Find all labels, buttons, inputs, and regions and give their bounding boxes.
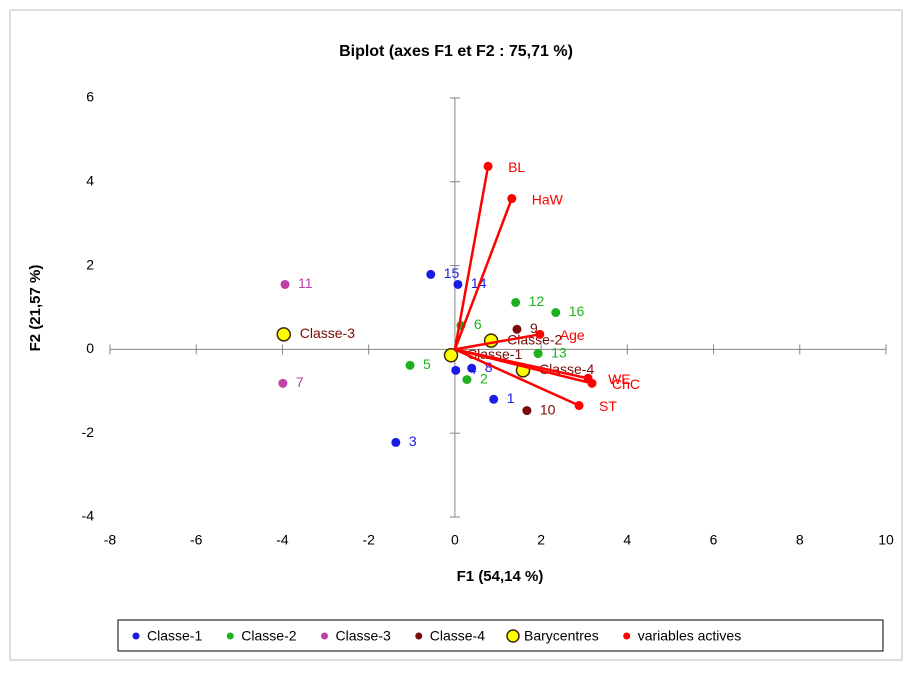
x-tick-label: 0 <box>451 532 459 548</box>
point-label: 7 <box>296 374 304 390</box>
x-tick-label: 6 <box>710 532 718 548</box>
point <box>535 329 545 339</box>
point-label: 12 <box>529 293 545 309</box>
point <box>426 269 436 279</box>
variable-vector <box>454 348 580 407</box>
point <box>522 406 532 416</box>
y-tick-label: -2 <box>82 424 95 440</box>
legend-label: variables actives <box>638 628 742 644</box>
point-label: 16 <box>569 303 585 319</box>
y-tick-label: 0 <box>86 340 94 356</box>
point <box>551 308 561 318</box>
x-tick-label: 8 <box>796 532 804 548</box>
point-label: BL <box>508 159 525 175</box>
variable-vector <box>453 198 513 350</box>
legend-symbol <box>321 632 328 640</box>
point <box>278 378 288 388</box>
y-tick-label: 6 <box>86 89 94 105</box>
x-tick-label: 4 <box>623 532 631 548</box>
point <box>462 375 472 385</box>
point <box>489 394 499 404</box>
legend-symbol <box>132 632 140 640</box>
legend-symbol <box>226 632 234 640</box>
variable-vector <box>454 348 593 385</box>
point-label: Age <box>560 327 585 343</box>
point-label: 15 <box>444 265 460 281</box>
point-label: 10 <box>540 401 556 417</box>
point <box>405 360 415 370</box>
x-tick-label: -2 <box>362 532 375 548</box>
x-tick-label: 10 <box>878 532 894 548</box>
y-axis-title: F2 (21,57 %) <box>27 265 44 352</box>
y-tick-label: 2 <box>86 256 94 272</box>
point-label: ST <box>599 398 617 414</box>
point-label: 13 <box>551 344 567 360</box>
chart-border <box>9 9 903 661</box>
legend-label: Classe-2 <box>241 628 296 644</box>
point-label: WE <box>608 371 631 387</box>
barycentre-point <box>276 327 291 342</box>
legend-label: Classe-4 <box>430 628 485 644</box>
barycentre-point <box>483 333 499 348</box>
legend-symbol <box>506 629 520 643</box>
y-tick-label: -4 <box>82 508 95 524</box>
point <box>483 161 493 171</box>
x-tick-label: 2 <box>537 532 545 548</box>
barycentre-point <box>443 348 459 363</box>
point-label: ChC <box>612 376 640 392</box>
point <box>391 437 401 447</box>
legend-label: Classe-3 <box>336 628 391 644</box>
legend-symbol <box>623 632 631 640</box>
point <box>511 297 521 307</box>
point-label: 5 <box>423 356 431 372</box>
point <box>507 194 517 204</box>
point <box>574 401 584 411</box>
point <box>467 363 477 373</box>
legend-label: Classe-1 <box>147 628 202 644</box>
point <box>453 279 463 289</box>
x-tick-label: -4 <box>276 532 289 548</box>
point-label: 8 <box>485 359 493 375</box>
point-label: Classe-1 <box>467 346 522 362</box>
variable-vector <box>453 166 490 350</box>
point <box>512 324 522 334</box>
chart-title: Biplot (axes F1 et F2 : 75,71 %) <box>339 43 573 60</box>
legend-label: Barycentres <box>524 628 599 644</box>
point-label: HaW <box>532 191 564 207</box>
point-label: 6 <box>474 316 482 332</box>
y-tick-label: 4 <box>86 173 94 189</box>
point-label: Classe-3 <box>300 325 355 341</box>
point-label: 9 <box>530 320 538 336</box>
point-label: 3 <box>409 433 417 449</box>
point <box>533 349 543 359</box>
point <box>451 365 461 375</box>
point-label: 11 <box>298 275 313 291</box>
point-label: 1 <box>507 390 515 406</box>
legend-box <box>117 619 884 652</box>
point-label: 2 <box>480 370 488 386</box>
variable-vector <box>454 333 541 351</box>
x-tick-label: -8 <box>104 532 117 548</box>
legend-symbol <box>415 632 423 640</box>
x-axis-title: F1 (54,14 %) <box>457 568 544 585</box>
point-label: Classe-2 <box>507 331 562 347</box>
point <box>280 279 290 289</box>
x-tick-label: -6 <box>190 532 203 548</box>
point <box>587 378 597 388</box>
